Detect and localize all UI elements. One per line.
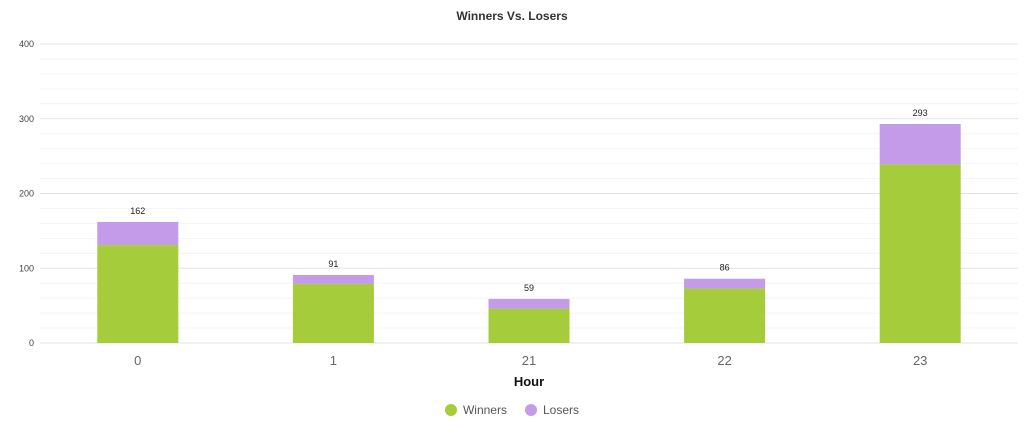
y-tick-label: 200 xyxy=(19,189,34,199)
x-tick-label: 0 xyxy=(134,353,141,368)
legend-marker-losers xyxy=(524,404,537,416)
legend-marker-winners xyxy=(444,404,457,416)
legend-item-winners[interactable]: Winners xyxy=(444,403,507,417)
bar-losers-0 xyxy=(97,221,179,246)
bar-losers-22 xyxy=(684,278,766,289)
bar-losers-21 xyxy=(488,298,570,309)
bar-winners-23 xyxy=(879,164,961,343)
bar-losers-1 xyxy=(292,274,374,284)
bar-total-label: 59 xyxy=(524,283,534,293)
x-tick-label: 23 xyxy=(913,353,927,368)
legend-label-losers: Losers xyxy=(542,403,580,417)
bar-winners-0 xyxy=(97,245,179,343)
chart-plot: 0 100 200 300 400 162 0 91 1 59 21 86 22 293 23 Hour xyxy=(19,39,1018,389)
bar-winners-22 xyxy=(684,288,766,343)
x-tick-label: 21 xyxy=(522,353,536,368)
x-tick-label: 22 xyxy=(717,353,731,368)
bar-winners-21 xyxy=(488,308,570,343)
y-tick-label: 400 xyxy=(19,39,34,49)
legend: Winners Losers xyxy=(0,400,1024,420)
y-tick-label: 300 xyxy=(19,114,34,124)
y-tick-label: 0 xyxy=(29,338,34,348)
bar-winners-1 xyxy=(292,283,374,343)
bar-total-label: 293 xyxy=(913,108,928,118)
bar-losers-23 xyxy=(879,123,961,165)
legend-label-winners: Winners xyxy=(462,403,507,417)
x-tick-label: 1 xyxy=(330,353,337,368)
chart-title: Winners Vs. Losers xyxy=(456,9,568,23)
legend-item-losers[interactable]: Losers xyxy=(524,403,580,417)
y-tick-label: 100 xyxy=(19,263,34,273)
bar-total-label: 86 xyxy=(720,263,730,273)
x-axis-title: Hour xyxy=(514,374,544,389)
bar-total-label: 91 xyxy=(328,259,338,269)
bar-total-label: 162 xyxy=(130,206,145,216)
